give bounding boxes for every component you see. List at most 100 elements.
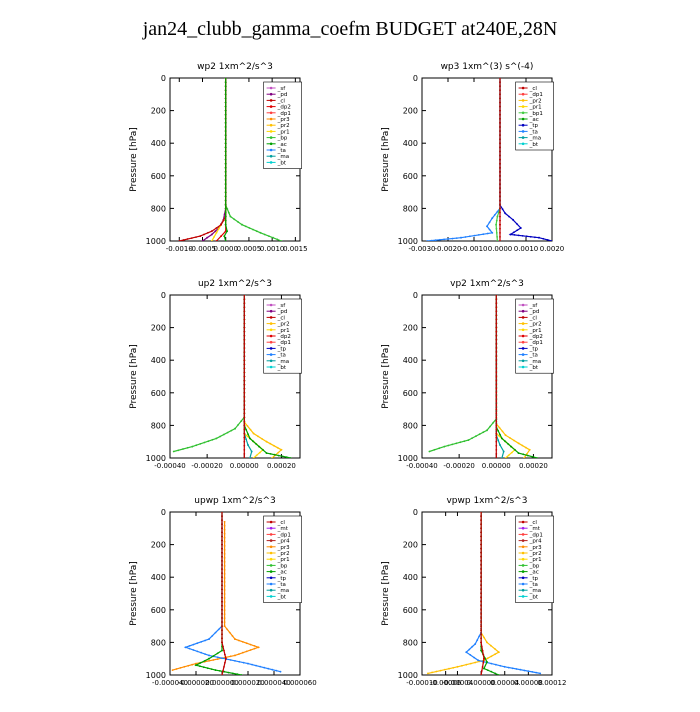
series-marker-ac [212, 655, 215, 657]
series-marker-pr2 [509, 437, 511, 439]
series-marker-ta [221, 657, 223, 660]
legend-marker [521, 130, 525, 133]
y-tick-label: 200 [151, 324, 166, 333]
series-marker-ta [434, 239, 437, 241]
series-marker-ta [426, 240, 429, 241]
series-marker-ac [224, 158, 227, 161]
series-marker-cl [499, 130, 501, 132]
legend-label: _ta [277, 148, 286, 154]
series-marker-pr3 [179, 667, 182, 669]
series-marker-pr3 [223, 545, 226, 547]
series-marker-pr2 [486, 657, 489, 660]
legend-label: _bt [277, 160, 287, 166]
x-tick-label: -0.000020 [178, 679, 214, 687]
series-marker-cl [243, 310, 246, 313]
series-marker-ac [224, 170, 227, 173]
series-marker-pr3 [175, 668, 178, 670]
series-marker-cl [243, 440, 246, 443]
series-marker-cl [480, 568, 482, 570]
legend-marker [269, 92, 273, 96]
series-marker-cl [243, 302, 246, 304]
series-marker-cl [221, 515, 223, 517]
series-marker-ta [473, 656, 476, 659]
series-marker-ac [214, 669, 217, 671]
legend-label: _tp [529, 123, 539, 129]
x-tick-label: 0.00000 [467, 679, 496, 687]
legend-label: _pr3 [277, 545, 291, 551]
legend-label: _cl [529, 86, 538, 92]
legend-label: _pr1 [529, 105, 542, 111]
series-marker-tp [519, 227, 522, 229]
series-marker-pr1 [210, 240, 213, 241]
legend-marker [269, 136, 273, 139]
series-marker-cl [495, 330, 498, 333]
legend-marker [521, 520, 525, 524]
series-marker-bp [471, 437, 473, 439]
series-line-pd [202, 78, 227, 241]
series-marker-cl [499, 223, 501, 226]
series-marker-cl [480, 633, 482, 636]
series-marker-cl [480, 547, 482, 550]
series-marker-ta [477, 659, 479, 662]
series-marker-cl [481, 649, 484, 652]
legend-label: _pr1 [277, 129, 290, 135]
series-marker-pr2 [280, 448, 283, 451]
series-marker-cl [220, 223, 222, 226]
series-marker-cl [480, 641, 482, 644]
series-marker-ac [224, 187, 227, 189]
legend-marker [269, 564, 273, 567]
series-marker-cl [480, 604, 482, 607]
series-marker-pr2 [521, 444, 524, 447]
legend-label: _bt [529, 142, 539, 148]
series-marker-cl [243, 306, 246, 309]
series-marker-pr1 [258, 451, 261, 454]
legend-label: _pr3 [529, 545, 543, 551]
legend-label: _pd [529, 309, 540, 315]
panel-wp2: wp2 1xm^2/s^3 0 200 400 600 800 1000 -0.0010 -0.… [110, 58, 350, 273]
series-marker-cl [480, 629, 482, 632]
series-marker-cl [243, 363, 246, 366]
series-marker-cl [243, 347, 246, 349]
legend-marker [269, 359, 273, 363]
y-tick-label: 0 [413, 74, 418, 83]
series-marker-pr3 [223, 589, 226, 591]
y-tick-label: 1000 [146, 671, 166, 680]
series-marker-cl [499, 146, 501, 149]
series-marker-ta [204, 653, 206, 655]
x-tick-label: -0.00010 [406, 679, 437, 687]
series-marker-ac [224, 211, 227, 214]
legend-label: _bt [277, 594, 287, 600]
series-line-ac [194, 512, 242, 675]
series-marker-tp [513, 231, 515, 234]
series-marker-bp1 [496, 240, 499, 241]
series-marker-pr3 [208, 660, 210, 662]
series-marker-ac [224, 113, 227, 116]
legend-label: _cl [277, 98, 286, 104]
series-marker-ac [224, 219, 227, 222]
legend-label: _mt [529, 526, 541, 532]
series-marker-pr2 [249, 428, 252, 431]
series-marker-ta [200, 651, 203, 654]
series-marker-bp [478, 433, 481, 436]
series-marker-ac [224, 146, 227, 149]
series-marker-cl [499, 170, 501, 173]
series-marker-pr1 [510, 451, 513, 454]
x-tick-label: -0.0030 [408, 245, 435, 253]
legend-marker [521, 92, 525, 96]
series-marker-cl [499, 219, 501, 222]
series-marker-cl [480, 531, 482, 534]
series-marker-cl [243, 436, 246, 439]
series-line-ta [427, 78, 501, 241]
series-marker-cl [221, 560, 223, 562]
series-marker-pr3 [229, 655, 232, 658]
series-marker-ta [267, 667, 270, 670]
series-marker-ac [224, 126, 227, 128]
series-marker-cl [221, 584, 223, 587]
series-marker-pr1 [252, 457, 255, 458]
series-marker-cl [499, 227, 501, 230]
series-marker-ac [514, 448, 516, 451]
series-marker-cl [499, 105, 501, 108]
legend-label: _ta [277, 582, 286, 588]
series-marker-pr3 [238, 639, 240, 642]
series-marker-pr3 [223, 593, 226, 595]
